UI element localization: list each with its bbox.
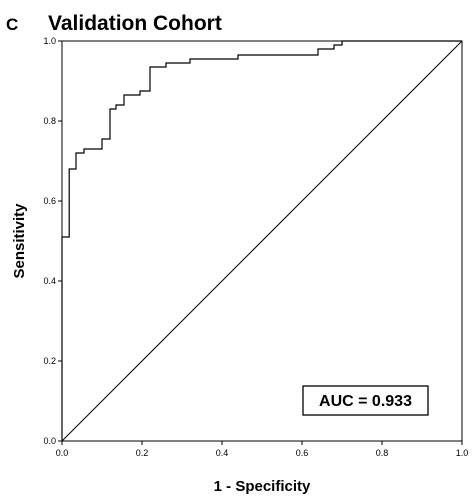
y-tick-label: 0.0: [43, 436, 56, 446]
x-tick-label: 0.6: [296, 448, 309, 458]
reference-diagonal: [61, 40, 463, 442]
y-axis-ticks: 0.0 0.2 0.4 0.6 0.8 1.0: [43, 36, 62, 446]
panel-label: C: [6, 15, 18, 34]
x-tick-label: 0.4: [216, 448, 229, 458]
plot-area: 0.0 0.2 0.4 0.6 0.8 1.0 0.0 0.2 0.4 0.6 0.8 1.0: [43, 36, 468, 458]
x-axis-ticks: 0.0 0.2 0.4 0.6 0.8 1.0: [56, 441, 469, 458]
x-tick-label: 1.0: [456, 448, 469, 458]
series-layer: [61, 40, 463, 442]
y-tick-label: 1.0: [43, 36, 56, 46]
x-axis-label: 1 - Specificity: [214, 478, 311, 495]
x-tick-label: 0.2: [136, 448, 149, 458]
y-axis-label: Sensitivity: [11, 203, 28, 279]
y-tick-label: 0.8: [43, 116, 56, 126]
x-tick-label: 0.8: [376, 448, 389, 458]
auc-box: [302, 385, 429, 416]
y-tick-label: 0.4: [43, 276, 56, 286]
chart-title: Validation Cohort: [48, 12, 222, 35]
auc-label: AUC = 0.933: [319, 393, 412, 410]
auc-annotation: AUC = 0.933: [302, 385, 429, 416]
y-tick-label: 0.6: [43, 196, 56, 206]
roc-curve: [61, 40, 462, 441]
y-tick-label: 0.2: [43, 356, 56, 366]
x-tick-label: 0.0: [56, 448, 69, 458]
